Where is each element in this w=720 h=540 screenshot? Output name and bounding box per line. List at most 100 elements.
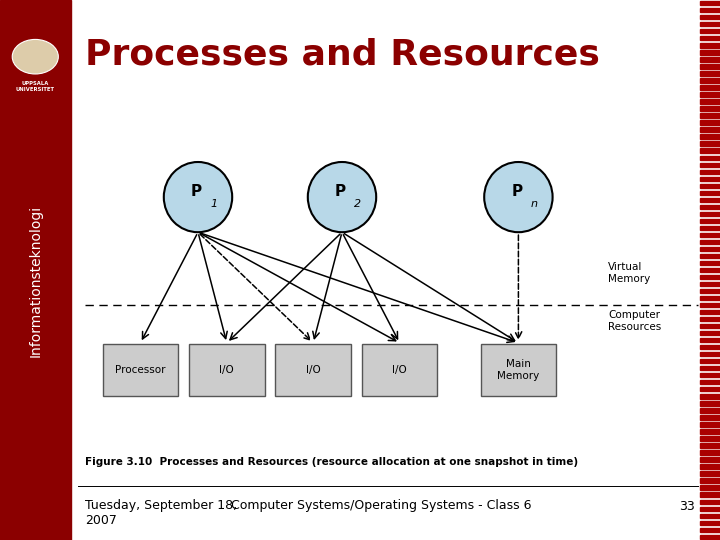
Bar (700, 450, 720, 455)
Bar (700, 338, 720, 342)
FancyBboxPatch shape (275, 345, 351, 395)
Bar (700, 92, 720, 97)
Bar (700, 528, 720, 532)
Bar (700, 163, 720, 167)
Bar (700, 29, 720, 33)
Bar (700, 492, 720, 497)
Bar (0, 0, 71, 540)
Bar (700, 247, 720, 251)
Bar (700, 106, 720, 111)
Text: I/O: I/O (220, 365, 234, 375)
Bar (700, 198, 720, 202)
Bar (700, 514, 720, 518)
Bar (700, 219, 720, 223)
Bar (700, 191, 720, 195)
Bar (700, 345, 720, 349)
Bar (700, 226, 720, 230)
Bar (700, 22, 720, 26)
FancyBboxPatch shape (103, 345, 179, 395)
Bar (700, 205, 720, 209)
Bar (700, 254, 720, 258)
Text: Virtual
Memory: Virtual Memory (608, 262, 651, 284)
Bar (700, 148, 720, 153)
Bar (700, 500, 720, 504)
Bar (700, 212, 720, 216)
Text: Processes and Resources: Processes and Resources (85, 38, 600, 72)
Text: n: n (531, 199, 538, 208)
Bar (700, 240, 720, 244)
Bar (700, 352, 720, 356)
Bar (700, 373, 720, 377)
Text: P: P (335, 184, 346, 199)
Bar (700, 156, 720, 160)
Ellipse shape (164, 162, 233, 232)
Text: P: P (191, 184, 202, 199)
Bar (700, 57, 720, 62)
Bar (700, 120, 720, 125)
Bar (700, 268, 720, 272)
Bar (700, 507, 720, 511)
Text: P: P (511, 184, 523, 199)
Circle shape (12, 39, 58, 74)
Bar (700, 50, 720, 55)
FancyBboxPatch shape (362, 345, 438, 395)
Bar (700, 324, 720, 328)
Text: Informationsteknologi: Informationsteknologi (28, 205, 42, 357)
Bar (700, 1, 720, 5)
Bar (700, 387, 720, 392)
Bar (700, 521, 720, 525)
Ellipse shape (308, 162, 376, 232)
Bar (700, 331, 720, 335)
Text: Processor: Processor (115, 365, 166, 375)
Bar (700, 303, 720, 307)
Text: Computer
Resources: Computer Resources (608, 310, 662, 332)
Bar (700, 485, 720, 490)
Bar (700, 296, 720, 300)
FancyBboxPatch shape (189, 345, 265, 395)
Bar (700, 401, 720, 406)
Text: Main
Memory: Main Memory (498, 359, 539, 381)
Text: 33: 33 (679, 500, 695, 512)
Bar (700, 317, 720, 321)
Bar (700, 261, 720, 265)
Bar (700, 85, 720, 90)
Bar (700, 177, 720, 181)
Bar (700, 457, 720, 462)
Text: Figure 3.10  Processes and Resources (resource allocation at one snapshot in tim: Figure 3.10 Processes and Resources (res… (85, 457, 578, 467)
Bar (700, 141, 720, 146)
Text: 1: 1 (210, 199, 217, 208)
Bar (700, 184, 720, 188)
Bar (700, 415, 720, 420)
Bar (700, 233, 720, 237)
Bar (700, 289, 720, 293)
Bar (700, 471, 720, 476)
Bar (700, 310, 720, 314)
Bar (700, 36, 720, 40)
Bar (700, 429, 720, 434)
Bar (700, 71, 720, 76)
Text: I/O: I/O (392, 365, 407, 375)
FancyBboxPatch shape (481, 345, 556, 395)
Bar (700, 15, 720, 19)
Bar (700, 443, 720, 448)
Bar (700, 275, 720, 279)
Bar (700, 113, 720, 118)
Bar (700, 99, 720, 104)
Text: I/O: I/O (306, 365, 320, 375)
Bar (700, 366, 720, 370)
Bar (700, 282, 720, 286)
Text: 2: 2 (354, 199, 361, 208)
Bar (700, 394, 720, 399)
Bar (700, 464, 720, 469)
Bar (700, 43, 720, 48)
Bar (700, 359, 720, 363)
Text: Computer Systems/Operating Systems - Class 6: Computer Systems/Operating Systems - Cla… (231, 500, 532, 512)
Ellipse shape (484, 162, 553, 232)
Bar (700, 478, 720, 483)
Bar (700, 408, 720, 413)
Text: Tuesday, September 18,
2007: Tuesday, September 18, 2007 (85, 500, 237, 528)
Bar (700, 8, 720, 12)
Bar (700, 422, 720, 427)
Bar (700, 64, 720, 69)
Bar (700, 134, 720, 139)
